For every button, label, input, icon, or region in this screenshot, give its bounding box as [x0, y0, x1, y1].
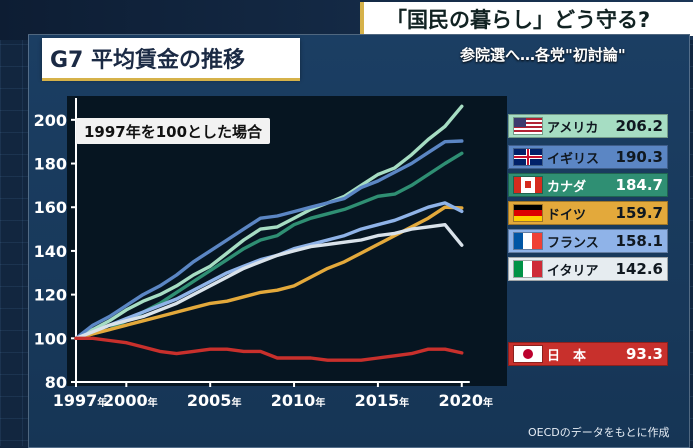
- legend-label: カナダ: [547, 179, 587, 195]
- legend-item-uk: イギリス 190.3: [508, 145, 668, 169]
- series-line-it: [74, 222, 464, 340]
- y-tick-label: 160: [34, 198, 67, 217]
- x-tick-label: 2000年: [103, 391, 158, 410]
- legend-label: イギリス: [547, 151, 600, 167]
- index-note: 1997年を100とした場合: [76, 118, 271, 144]
- y-tick-label: 100: [34, 329, 67, 348]
- legend-item-fr: フランス 158.1: [508, 229, 668, 253]
- flag-de-icon: [513, 204, 543, 222]
- source-note: OECDのデータをもとに作成: [528, 426, 670, 439]
- legend-label: アメリカ: [547, 120, 599, 136]
- legend-value: 190.3: [615, 148, 663, 166]
- legend-label: ドイツ: [547, 207, 587, 223]
- legend-item-it: イタリア 142.6: [508, 257, 668, 281]
- headline: 「国民の暮らし」どう守る?: [360, 2, 693, 36]
- legend-value: 93.3: [625, 345, 663, 363]
- legend-value: 159.7: [615, 204, 663, 222]
- flag-fr-icon: [513, 232, 543, 250]
- series-line-ca: [74, 151, 464, 340]
- legend-item-ca: カナダ 184.7: [508, 173, 668, 197]
- legend-value: 158.1: [615, 232, 663, 250]
- legend-label: フランス: [547, 235, 599, 251]
- flag-uk-icon: [513, 148, 543, 166]
- x-tick-label: 2015年: [355, 391, 410, 410]
- legend-item-jp: 日 本 93.3: [508, 342, 668, 366]
- x-tick-label: 2005年: [187, 391, 242, 410]
- y-tick-label: 200: [34, 111, 67, 130]
- y-tick-label: 140: [34, 242, 67, 261]
- legend-label: イタリア: [547, 263, 599, 279]
- subheadline: 参院選へ…各党"初討論": [460, 46, 626, 64]
- series-line-uk: [74, 139, 464, 340]
- flag-us-icon: [513, 117, 543, 135]
- y-tick-label: 180: [34, 155, 67, 174]
- chart-title: G7 平均賃金の推移: [42, 38, 300, 78]
- flag-ca-icon: [513, 176, 543, 194]
- series-line-jp: [74, 336, 464, 362]
- legend-item-us: アメリカ 206.2: [508, 114, 668, 138]
- x-tick-label: 1997年: [53, 391, 108, 410]
- legend-item-de: ドイツ 159.7: [508, 201, 668, 225]
- flag-it-icon: [513, 260, 543, 278]
- y-tick-label: 80: [45, 373, 67, 392]
- flag-jp-icon: [513, 345, 543, 363]
- legend-value: 206.2: [615, 117, 663, 135]
- series-line-us: [74, 104, 464, 340]
- legend-value: 142.6: [615, 260, 663, 278]
- x-tick-label: 2010年: [271, 391, 326, 410]
- x-tick-label: 2020年: [439, 391, 494, 410]
- plot-area: [67, 96, 507, 386]
- legend-value: 184.7: [615, 176, 663, 194]
- y-tick-label: 120: [34, 286, 67, 305]
- legend-label: 日 本: [547, 348, 587, 364]
- title-underline: [42, 78, 300, 81]
